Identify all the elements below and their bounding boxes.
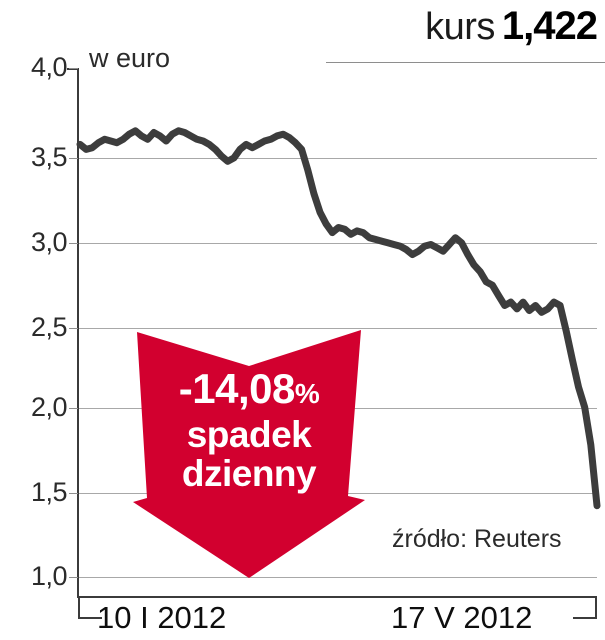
y-tick-4-0 [69,68,78,69]
y-tick-3-0 [69,243,78,244]
x-axis-right-tick [573,617,597,619]
y-tick-2-0 [69,408,78,409]
y-tick-1-0 [69,577,78,578]
y-axis-label-4-0: 4,0 [30,52,68,82]
y-axis-label-2-5: 2,5 [30,312,68,342]
y-tick-1-5 [69,493,78,494]
down-arrow-icon [133,330,365,578]
daily-drop-callout: -14,08% spadek dzienny [133,326,365,582]
source-attribution: źródło: Reuters [392,525,562,553]
x-axis-label-end: 17 V 2012 [391,600,533,635]
x-axis-left-tick [78,617,102,619]
callout-text-block: -14,08% spadek dzienny [133,365,365,494]
gridline-3-5 [79,158,597,159]
y-axis-unit-caption: w euro [89,43,171,73]
callout-line-3: dzienny [181,452,317,494]
callout-line-2: spadek [186,413,312,455]
headline-rate-label: kurs [425,6,495,48]
callout-percent-value: -14,08 [178,365,296,412]
header-divider-rule [326,62,605,63]
y-tick-3-5 [69,158,78,159]
y-axis-label-1-0: 1,0 [30,561,68,591]
y-axis-label-3-5: 3,5 [30,142,68,172]
callout-percent-line: -14,08% [133,365,365,412]
y-axis-label-1-5: 1,5 [30,477,68,507]
y-axis-top-cap [67,68,78,70]
y-axis-label-3-0: 3,0 [30,227,68,257]
headline-rate-value: 1,422 [501,4,598,48]
y-axis-line [77,68,79,598]
gridline-1-0 [79,577,597,578]
x-axis-label-start: 10 I 2012 [97,600,227,635]
y-tick-2-5 [69,328,78,329]
headline-rate: kurs 1,422 [425,4,598,49]
x-axis-frame [78,596,597,617]
callout-percent-sign: % [294,378,320,409]
y-axis-label-2-0: 2,0 [30,392,68,422]
gridline-3-0 [79,243,597,244]
